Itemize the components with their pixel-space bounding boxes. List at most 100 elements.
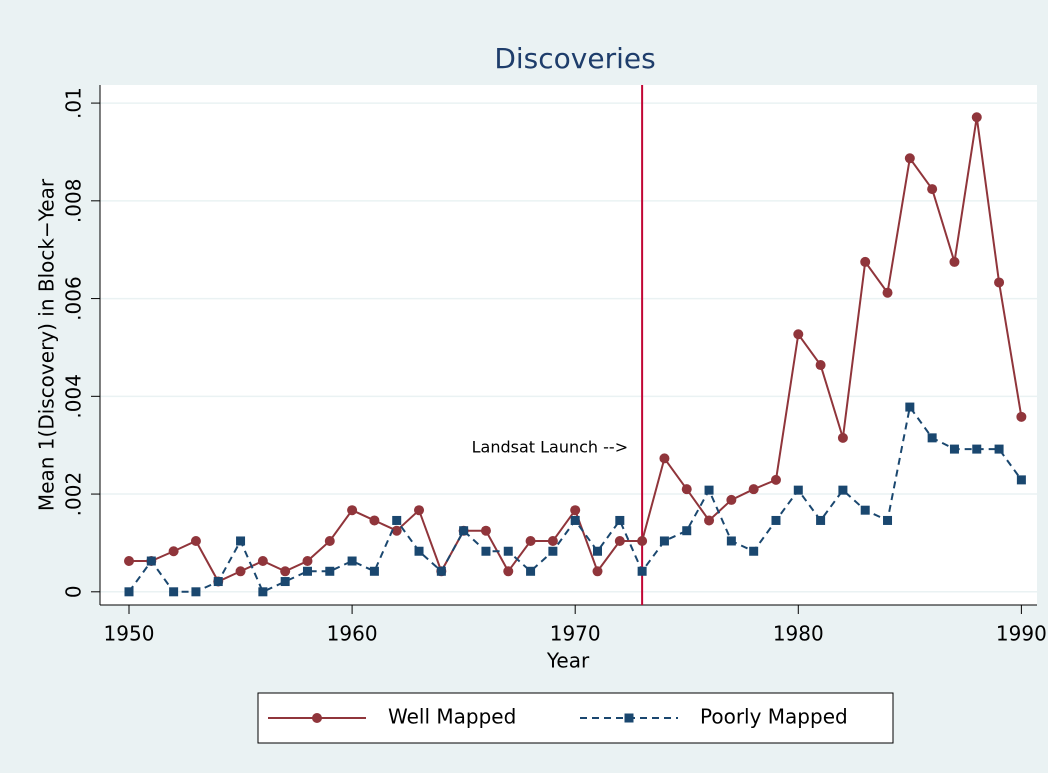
data-point [1016,411,1027,422]
y-axis-label: Mean 1(Discovery) in Block−Year [35,178,59,511]
data-point [570,505,581,516]
data-point [325,566,335,576]
plot-area [100,85,1037,605]
data-point [369,515,380,526]
data-point [927,184,938,195]
data-point [525,535,536,546]
data-point [280,577,290,587]
data-point [257,556,268,567]
data-point [236,536,246,546]
data-point [726,494,737,505]
data-point [392,515,402,525]
data-point [168,546,179,557]
x-tick-label: 1960 [327,622,378,646]
data-point [860,256,871,267]
data-point [994,277,1005,288]
data-point [815,360,826,371]
annotation: Landsat Launch --> [472,438,629,457]
x-tick-label: 1980 [773,622,824,646]
data-point [547,535,558,546]
data-point [659,453,670,464]
legend-marker [312,713,322,723]
y-tick-label: 0 [62,585,86,598]
data-point [793,485,803,495]
data-point [481,546,491,556]
data-point [726,536,736,546]
data-point [749,546,759,556]
data-point [503,566,514,577]
data-point [659,536,669,546]
data-point [169,587,179,597]
data-point [793,329,804,340]
x-tick-label: 1990 [996,622,1047,646]
x-tick-label: 1970 [550,622,601,646]
data-point [994,444,1004,454]
data-point [637,566,647,576]
data-point [770,474,781,485]
data-point [681,484,692,495]
data-point [905,402,915,412]
chart-title: Discoveries [494,42,655,75]
data-point [459,526,469,536]
data-point [503,546,513,556]
data-point [190,535,201,546]
data-point [124,587,134,597]
data-point [324,535,335,546]
y-tick-label: .006 [62,276,86,321]
data-point [704,515,715,526]
data-point [235,566,246,577]
data-point [570,515,580,525]
data-point [347,505,358,516]
data-point [949,256,960,267]
y-tick-label: .004 [62,374,86,419]
data-point [682,526,692,536]
data-point [280,566,291,577]
y-tick-label: .002 [62,472,86,517]
data-point [414,546,424,556]
data-point [347,556,357,566]
data-point [838,485,848,495]
data-point [391,525,402,536]
data-point [124,556,135,567]
data-point [748,484,759,495]
legend-label: Well Mapped [388,705,516,729]
legend-marker [624,713,634,723]
data-point [480,525,491,536]
data-point [971,112,982,123]
data-point [771,515,781,525]
y-tick-label: .01 [62,87,86,119]
data-point [258,587,268,597]
data-point [882,287,893,298]
data-point [637,535,648,546]
data-point [1016,475,1026,485]
legend-label: Poorly Mapped [700,705,848,729]
y-tick-label: .008 [62,179,86,224]
data-point [191,587,201,597]
data-point [436,566,446,576]
data-point [146,556,156,566]
data-point [614,535,625,546]
data-point [548,546,558,556]
data-point [883,515,893,525]
data-point [592,566,603,577]
data-point [302,566,312,576]
data-point [837,432,848,443]
x-axis-label: Year [546,649,590,673]
data-point [927,433,937,443]
data-point [526,566,536,576]
data-point [369,566,379,576]
data-point [615,515,625,525]
data-point [949,444,959,454]
data-point [972,444,982,454]
data-point [704,485,714,495]
data-point [816,515,826,525]
data-point [213,577,223,587]
data-point [593,546,603,556]
data-point [414,505,425,516]
x-tick-label: 1950 [104,622,155,646]
data-point [302,556,313,567]
data-point [904,153,915,164]
data-point [860,505,870,515]
